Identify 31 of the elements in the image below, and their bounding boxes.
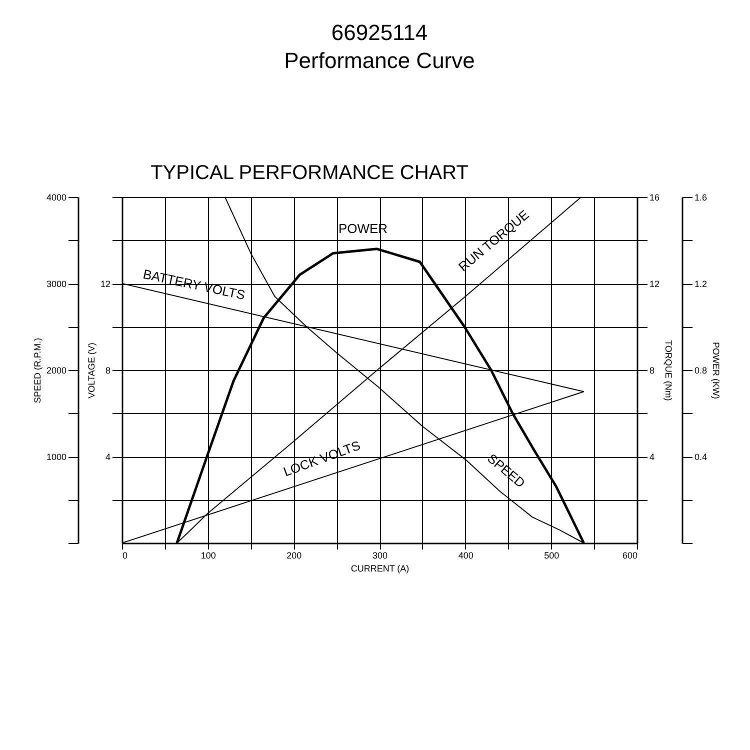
- text: TYPICAL PERFORMANCE CHART: [150, 162, 468, 184]
- x-tick-label: 600: [622, 550, 638, 560]
- chart-subtitle: Performance Curve: [284, 48, 475, 73]
- x-tick-label: 100: [200, 550, 216, 560]
- text: 8: [105, 366, 110, 376]
- y3-axis-title: POWER (KW): [711, 342, 722, 399]
- y2-tick-label: 4: [650, 452, 655, 462]
- x-tick-label: 500: [544, 550, 560, 560]
- x-tick-label: 300: [372, 550, 388, 560]
- x-tick-label: 200: [286, 550, 302, 560]
- y3-tick-label: 1.2: [694, 279, 708, 289]
- text: 12: [100, 279, 110, 289]
- text: VOLTAGE (V): [86, 342, 96, 398]
- y2-tick-label: 16: [650, 192, 660, 202]
- text: 4: [105, 452, 110, 462]
- annotation: BATTERY VOLTS: [142, 266, 247, 303]
- x-axis-title: CURRENT (A): [350, 564, 410, 574]
- y2-tick-label: 8: [650, 366, 655, 376]
- y-tick-label: 4000: [46, 192, 66, 202]
- x-tick-label: 0: [122, 550, 128, 560]
- y3-tick-label: 0.4: [694, 452, 708, 462]
- y3-tick-label: 1.6: [694, 192, 708, 202]
- x-tick-label: 400: [458, 550, 474, 560]
- y3-tick-label: 0.8: [694, 366, 708, 376]
- y-tick-label: 3000: [46, 279, 66, 289]
- y-axis-title: SPEED (R.P.M.): [32, 338, 42, 404]
- chart-title: 66925114: [331, 20, 428, 45]
- y-tick-label: 1000: [46, 452, 66, 462]
- y-tick-label: 2000: [46, 366, 66, 376]
- y2-axis-title: TORQUE (Nm): [664, 340, 674, 401]
- y2-tick-label: 12: [650, 279, 660, 289]
